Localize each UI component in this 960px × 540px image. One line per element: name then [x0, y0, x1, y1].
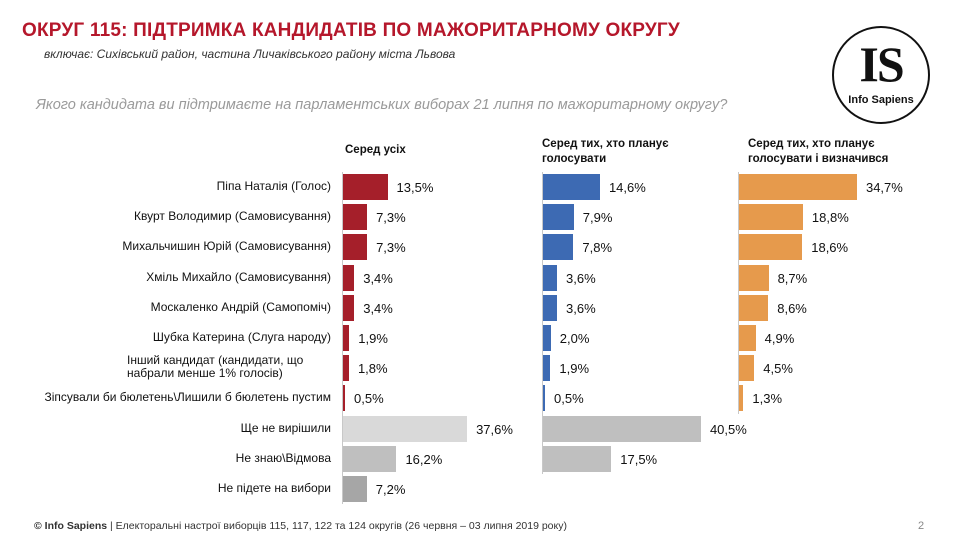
- value-label: 7,9%: [582, 210, 613, 226]
- bar: [343, 445, 397, 472]
- footer-text: | Електоральні настрої виборців 115, 117…: [107, 520, 567, 532]
- bar: [343, 325, 350, 351]
- footer-note: © Info Sapiens | Електоральні настрої ви…: [34, 520, 567, 532]
- value-label: 17,5%: [620, 451, 658, 467]
- value-label: 13,5%: [396, 180, 434, 195]
- value-label: 7,8%: [582, 240, 613, 256]
- value-label: 18,8%: [811, 210, 849, 226]
- value-label: 1,9%: [358, 331, 388, 346]
- bar: [343, 355, 349, 382]
- bar: [543, 174, 600, 200]
- bar: [343, 476, 367, 502]
- bar: [543, 264, 558, 291]
- panel-header-plan-to-vote: Серед тих, хто планує голосувати: [542, 138, 669, 165]
- value-label: 0,5%: [554, 391, 584, 407]
- value-label: 14,6%: [608, 180, 646, 195]
- category-label: Москаленко Андрій (Самопоміч): [150, 299, 331, 314]
- category-label: Хміль Михайло (Самовисування): [146, 269, 331, 284]
- bar: [543, 415, 701, 442]
- value-label: 37,6%: [476, 421, 513, 437]
- bar: [543, 325, 551, 351]
- category-label: Піпа Наталія (Голос): [216, 179, 331, 193]
- bar: [343, 204, 368, 231]
- bar: [739, 325, 756, 351]
- panel-header-all: Серед усіх: [345, 144, 406, 156]
- bar: [543, 355, 551, 382]
- value-label: 2,0%: [559, 331, 590, 346]
- bar: [343, 294, 355, 321]
- category-label: Не знаю\Відмова: [235, 450, 331, 465]
- value-label: 3,6%: [566, 270, 596, 286]
- value-label: 1,9%: [559, 361, 590, 377]
- panel-axis-line: [542, 172, 543, 474]
- bar: [343, 415, 468, 442]
- value-label: 34,7%: [865, 180, 903, 195]
- value-label: 3,4%: [363, 270, 393, 286]
- category-label: Не підете на вибори: [217, 481, 331, 495]
- panel-axis-line: [342, 172, 343, 505]
- category-label: Інший кандидат (кандидати, що набрали ме…: [127, 353, 304, 381]
- bar: [343, 385, 345, 412]
- bar: [543, 385, 545, 412]
- survey-question: Якого кандидата ви підтримаєте на парлам…: [36, 97, 728, 113]
- page-title: ОКРУГ 115: ПІДТРИМКА КАНДИДАТІВ ПО МАЖОР…: [22, 20, 680, 41]
- bar: [739, 294, 769, 321]
- category-label: Шубка Катерина (Слуга народу): [152, 330, 331, 344]
- value-label: 7,3%: [376, 240, 406, 256]
- value-label: 1,3%: [752, 391, 783, 407]
- bar: [543, 294, 558, 321]
- value-label: 3,6%: [566, 300, 596, 316]
- bar: [343, 234, 368, 261]
- category-label: Зіпсували би бюлетень\Лишили б бюлетень …: [44, 390, 331, 405]
- value-label: 4,9%: [764, 331, 795, 346]
- value-label: 4,5%: [763, 361, 793, 377]
- category-label: Квурт Володимир (Самовисування): [134, 209, 331, 224]
- bar: [343, 264, 355, 291]
- value-label: 8,6%: [777, 300, 807, 316]
- value-label: 1,8%: [357, 361, 388, 377]
- value-label: 16,2%: [405, 451, 443, 467]
- value-label: 8,7%: [777, 270, 808, 286]
- page-number: 2: [918, 520, 925, 532]
- bar: [739, 355, 755, 382]
- bar: [543, 445, 612, 472]
- bar: [739, 234, 803, 261]
- bar: [739, 204, 803, 231]
- bar: [739, 264, 769, 291]
- value-label: 18,6%: [811, 240, 849, 256]
- value-label: 7,2%: [375, 482, 406, 497]
- bar: [343, 174, 388, 200]
- value-label: 7,3%: [376, 210, 406, 226]
- category-label: Ще не вирішили: [240, 420, 331, 435]
- bar: [739, 174, 857, 200]
- bar: [739, 385, 744, 412]
- info-sapiens-logo: IS Info Sapiens: [832, 26, 930, 124]
- value-label: 40,5%: [709, 421, 747, 437]
- panel-header-decided: Серед тих, хто планує голосувати і визна…: [748, 138, 889, 165]
- logo-text: Info Sapiens: [848, 94, 914, 106]
- value-label: 0,5%: [354, 391, 384, 407]
- footer-brand: © Info Sapiens: [34, 520, 108, 532]
- bar: [543, 234, 574, 261]
- value-label: 3,4%: [363, 300, 393, 316]
- page-subtitle: включає: Сихівський район, частина Личак…: [44, 47, 456, 61]
- logo-mark: IS: [859, 36, 904, 92]
- panel-axis-line: [738, 172, 739, 414]
- bar: [543, 204, 574, 231]
- category-label: Михальчишин Юрій (Самовисування): [122, 239, 331, 254]
